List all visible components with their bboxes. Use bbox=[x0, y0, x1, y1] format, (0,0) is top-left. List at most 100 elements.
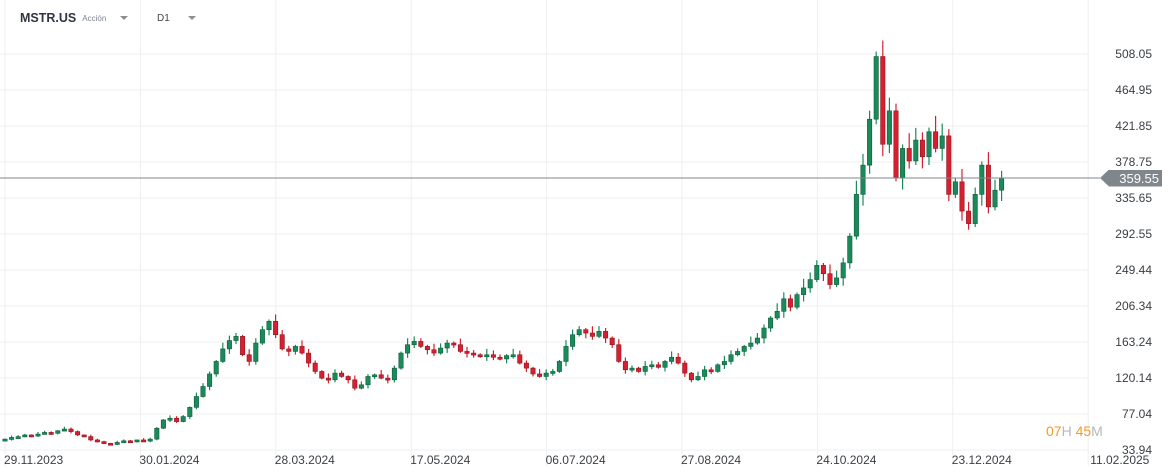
price-tick-label: 249.44 bbox=[1115, 263, 1152, 278]
candle-body bbox=[543, 372, 549, 377]
candle-up bbox=[596, 326, 602, 339]
candle-up bbox=[35, 431, 41, 437]
candle-up bbox=[266, 319, 272, 336]
candle-body bbox=[616, 344, 622, 362]
candle-up bbox=[649, 360, 655, 370]
candle-body bbox=[438, 347, 444, 354]
candle-body bbox=[834, 277, 840, 285]
candle-body bbox=[114, 442, 120, 445]
candle-body bbox=[708, 369, 714, 373]
candle-down bbox=[959, 169, 965, 221]
candle-down bbox=[141, 438, 147, 443]
current-price-tag: 359.55 bbox=[1100, 169, 1162, 187]
candle-up bbox=[187, 406, 193, 420]
candle-up bbox=[9, 435, 15, 441]
candle-down bbox=[88, 434, 94, 442]
candle-up bbox=[543, 369, 549, 381]
candle-body bbox=[187, 407, 193, 417]
candle-body bbox=[411, 341, 417, 346]
candle-down bbox=[299, 340, 305, 355]
candle-up bbox=[867, 110, 873, 174]
candle-body bbox=[35, 433, 41, 437]
candle-up bbox=[979, 161, 985, 206]
candle-body bbox=[444, 342, 450, 349]
candle-up bbox=[444, 339, 450, 353]
candle-down bbox=[820, 262, 826, 282]
candle-body bbox=[774, 311, 780, 319]
candle-up bbox=[741, 344, 747, 357]
candle-body bbox=[992, 189, 998, 208]
candle-body bbox=[141, 439, 147, 443]
candle-body bbox=[827, 273, 833, 285]
candle-up bbox=[550, 368, 556, 376]
candle-body bbox=[906, 148, 912, 162]
candle-up bbox=[952, 178, 958, 198]
candle-up bbox=[715, 363, 721, 373]
candle-body bbox=[688, 372, 694, 381]
candle-up bbox=[61, 426, 67, 432]
candle-body bbox=[431, 349, 437, 354]
candle-up bbox=[939, 123, 945, 161]
candle-body bbox=[200, 386, 206, 397]
candle-up bbox=[814, 260, 820, 283]
candle-body bbox=[418, 341, 424, 347]
candle-body bbox=[979, 164, 985, 195]
candle-down bbox=[985, 152, 991, 214]
candle-body bbox=[352, 379, 358, 389]
candle-up bbox=[510, 348, 516, 359]
candle-up bbox=[259, 326, 265, 345]
countdown-minutes: 45 bbox=[1075, 423, 1092, 439]
candle-down bbox=[94, 438, 100, 443]
candle-body bbox=[721, 361, 727, 366]
candle-down bbox=[933, 115, 939, 153]
candle-body bbox=[596, 331, 602, 337]
candle-down bbox=[919, 132, 925, 169]
candle-body bbox=[2, 438, 8, 442]
date-tick-label: 24.10.2024 bbox=[816, 453, 877, 467]
candle-up bbox=[134, 439, 140, 443]
candle-body bbox=[754, 337, 760, 344]
symbol-selector[interactable]: MSTR.US Acción bbox=[20, 9, 129, 27]
candle-body bbox=[147, 438, 153, 442]
candle-up bbox=[576, 326, 582, 337]
candle-body bbox=[900, 148, 906, 178]
candle-body bbox=[299, 346, 305, 354]
candle-up bbox=[873, 51, 879, 125]
candle-body bbox=[246, 354, 252, 362]
candle-body bbox=[893, 110, 899, 178]
candle-down bbox=[431, 343, 437, 357]
candle-body bbox=[220, 348, 226, 362]
candle-body bbox=[339, 372, 345, 377]
candle-up bbox=[372, 373, 378, 379]
candle-body bbox=[405, 344, 411, 354]
candle-body bbox=[28, 434, 34, 438]
candle-up bbox=[193, 392, 199, 410]
candle-body bbox=[372, 374, 378, 378]
candle-down bbox=[28, 434, 34, 438]
candle-body bbox=[820, 265, 826, 275]
timeframe-selector[interactable]: D1 bbox=[157, 9, 196, 27]
candle-body bbox=[332, 372, 338, 381]
candle-down bbox=[675, 353, 681, 365]
candle-up bbox=[728, 350, 734, 365]
candle-body bbox=[306, 352, 312, 364]
candle-down bbox=[246, 349, 252, 366]
candle-body bbox=[88, 436, 94, 441]
candle-up bbox=[180, 415, 186, 423]
candle-body bbox=[550, 371, 556, 374]
candle-up bbox=[358, 381, 364, 390]
candle-up bbox=[114, 440, 120, 445]
candle-down bbox=[490, 350, 496, 361]
candle-body bbox=[312, 362, 318, 372]
date-tick-label: 30.01.2024 bbox=[139, 453, 200, 467]
candle-body bbox=[682, 362, 688, 374]
candle-body bbox=[457, 344, 463, 352]
candle-body bbox=[253, 342, 259, 362]
candle-up bbox=[147, 437, 153, 443]
candle-body bbox=[490, 354, 496, 358]
instrument-type-label: Acción bbox=[82, 13, 107, 23]
candle-down bbox=[174, 416, 180, 423]
candle-body bbox=[622, 361, 628, 371]
date-tick-label: 11.02.2025 bbox=[1090, 453, 1150, 467]
